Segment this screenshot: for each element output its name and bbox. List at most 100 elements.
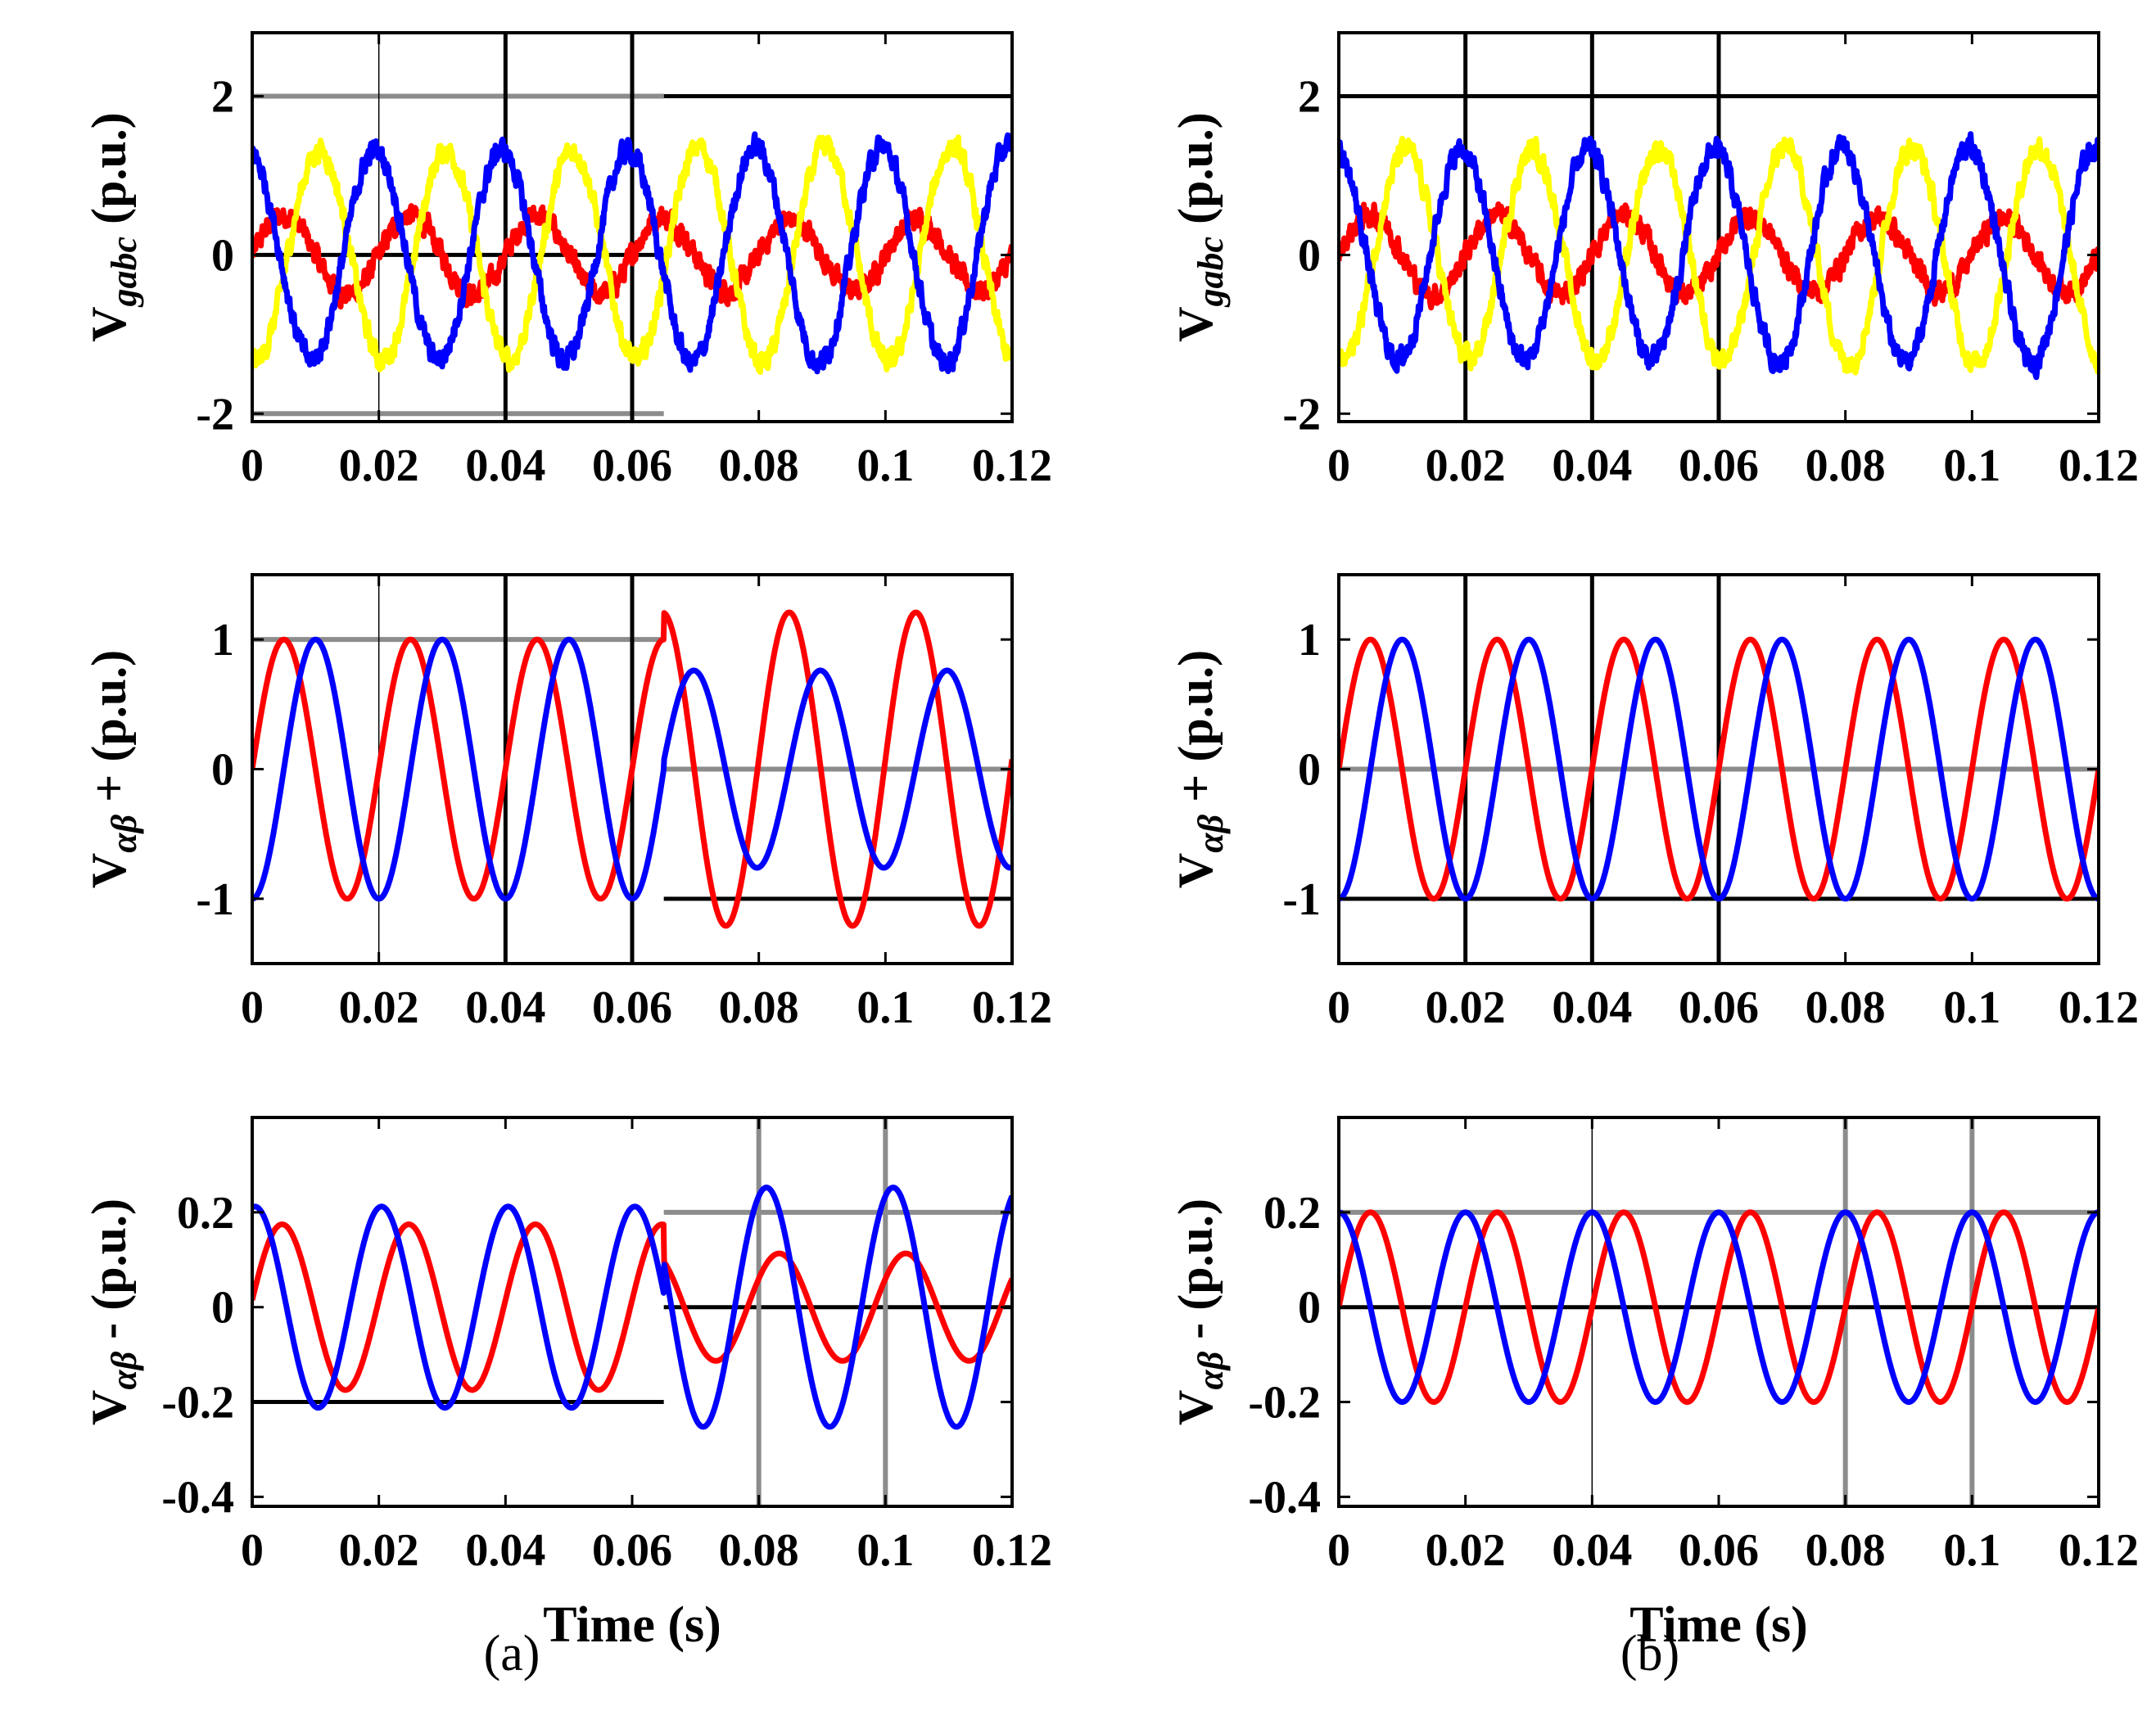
- x-tick-label: 0: [1327, 1525, 1350, 1576]
- plot-a-mid: 0 0.02 0.04 0.06 0.08 0.1 0.12 -1 0 1 Vαβ + (p.u.): [82, 573, 1052, 1033]
- series-line-V_alpha-: [1339, 1209, 2099, 1406]
- series-line-Vc: [1339, 131, 2099, 381]
- y-axis-label-sub: αβ: [1191, 1351, 1231, 1389]
- x-tick-label: 0.1: [1943, 1525, 2000, 1576]
- x-tick-label: 0.08: [719, 440, 799, 491]
- x-tick-label: 0.12: [972, 440, 1052, 491]
- x-tick-label: 0.06: [592, 440, 672, 491]
- y-axis-label-main: V: [1168, 306, 1223, 341]
- y-tick-label: -2: [196, 389, 234, 440]
- y-axis-label: Vαβ + (p.u.): [1168, 650, 1231, 888]
- x-tick-label: 0.08: [1806, 1525, 1886, 1576]
- series-line-V_beta-: [252, 1185, 1012, 1430]
- x-tick-label: 0.02: [1426, 982, 1506, 1033]
- panel-label-a: (a): [484, 1626, 540, 1682]
- y-axis-label-sub: αβ: [1191, 814, 1231, 852]
- y-axis-label-main: V: [1168, 1390, 1223, 1425]
- y-axis-label-main: V: [82, 1390, 136, 1425]
- x-tick-label: 0.08: [1806, 982, 1886, 1033]
- plot-a-bot: 0 0.02 0.04 0.06 0.08 0.1 0.12 -0.4 -0.2 0 0.2 Vαβ …: [82, 1116, 1052, 1653]
- y-axis-label-main: V: [82, 853, 136, 888]
- x-tick-label: 0.04: [465, 1525, 545, 1576]
- y-axis-label: Vαβ + (p.u.): [82, 650, 144, 888]
- x-tick-label: 0.1: [857, 1525, 914, 1576]
- y-tick-label: 2: [211, 72, 234, 123]
- x-tick-label: 0.08: [719, 982, 799, 1033]
- x-tick-label: 0.02: [1426, 1525, 1506, 1576]
- y-axis-label-sub: gabc: [1191, 237, 1231, 308]
- y-tick-label: -0.4: [161, 1472, 234, 1523]
- y-axis-label-main: V: [82, 306, 136, 341]
- y-tick-label: 0: [211, 745, 234, 796]
- x-tick-label: 0.02: [339, 1525, 419, 1576]
- y-tick-label: -1: [1282, 874, 1321, 925]
- x-tick-label: 0.04: [1552, 1525, 1632, 1576]
- x-tick-label: 0.04: [465, 440, 545, 491]
- y-axis-label-rest: - (p.u.): [82, 1199, 136, 1352]
- series-line-Va: [252, 203, 1012, 310]
- y-tick-label: 1: [1298, 615, 1321, 666]
- y-axis-label-sub: αβ: [104, 1351, 144, 1389]
- series-line-Vc: [252, 131, 1012, 375]
- x-tick-label: 0.12: [2059, 982, 2139, 1033]
- x-tick-label: 0: [241, 982, 264, 1033]
- x-tick-label: 0.06: [592, 982, 672, 1033]
- x-tick-label: 0.12: [2059, 1525, 2139, 1576]
- series-line-V_alpha+: [252, 609, 1012, 929]
- x-tick-label: 0.02: [339, 982, 419, 1033]
- y-axis-label: Vgabc (p.u.): [1168, 112, 1231, 342]
- x-tick-label: 0.02: [339, 440, 419, 491]
- y-tick-label: 0: [211, 1283, 234, 1334]
- x-tick-label: 0.1: [1943, 440, 2000, 491]
- x-tick-label: 0.06: [1679, 440, 1759, 491]
- series-line-Va: [1339, 201, 2099, 311]
- y-axis-label-rest: (p.u.): [82, 112, 136, 237]
- y-axis-label: Vαβ - (p.u.): [82, 1199, 144, 1425]
- series-line-Vb: [252, 134, 1012, 375]
- y-tick-label: 1: [211, 615, 234, 666]
- y-tick-label: -1: [196, 874, 234, 925]
- series-line-V_beta+: [1339, 636, 2099, 902]
- x-tick-label: 0.12: [972, 982, 1052, 1033]
- series-line-V_beta-: [1339, 1209, 2099, 1406]
- x-tick-label: 0.06: [592, 1525, 672, 1576]
- y-tick-label: 0: [1298, 230, 1321, 281]
- x-tick-label: 0.02: [1426, 440, 1506, 491]
- y-tick-label: 0.2: [1263, 1188, 1321, 1239]
- y-axis-label-main: V: [1168, 853, 1223, 888]
- y-tick-label: -0.2: [161, 1378, 234, 1429]
- y-tick-label: 0: [1298, 745, 1321, 796]
- x-tick-label: 0: [1327, 440, 1350, 491]
- y-axis-label-sub: gabc: [104, 237, 144, 308]
- x-tick-label: 0.08: [1806, 440, 1886, 491]
- y-axis-label-rest: (p.u.): [1168, 112, 1223, 237]
- y-axis-label-rest: + (p.u.): [82, 650, 136, 815]
- x-tick-label: 0.1: [857, 982, 914, 1033]
- x-tick-label: 0.04: [465, 982, 545, 1033]
- x-tick-label: 0.12: [2059, 440, 2139, 491]
- y-tick-label: -0.2: [1248, 1378, 1321, 1429]
- y-axis-label-rest: + (p.u.): [1168, 650, 1223, 815]
- y-tick-label: 0.2: [177, 1188, 234, 1239]
- x-tick-label: 0.08: [719, 1525, 799, 1576]
- x-tick-label: 0.06: [1679, 982, 1759, 1033]
- y-tick-label: 0: [1298, 1283, 1321, 1334]
- series-line-Vb: [1339, 135, 2099, 376]
- y-tick-label: 2: [1298, 72, 1321, 123]
- y-axis-label-rest: - (p.u.): [1168, 1199, 1223, 1352]
- x-tick-label: 0: [1327, 982, 1350, 1033]
- y-axis-label: Vgabc (p.u.): [82, 112, 144, 342]
- y-axis-label-sub: αβ: [104, 814, 144, 852]
- x-axis-label: Time (s): [543, 1597, 721, 1653]
- x-tick-label: 0: [241, 440, 264, 491]
- x-tick-label: 0: [241, 1525, 264, 1576]
- series-line-V_alpha+: [1339, 636, 2099, 902]
- x-tick-label: 0.1: [857, 440, 914, 491]
- x-tick-label: 0.06: [1679, 1525, 1759, 1576]
- x-tick-label: 0.1: [1943, 982, 2000, 1033]
- x-tick-label: 0.12: [972, 1525, 1052, 1576]
- y-tick-label: -0.4: [1248, 1472, 1321, 1523]
- x-tick-label: 0.04: [1552, 982, 1632, 1033]
